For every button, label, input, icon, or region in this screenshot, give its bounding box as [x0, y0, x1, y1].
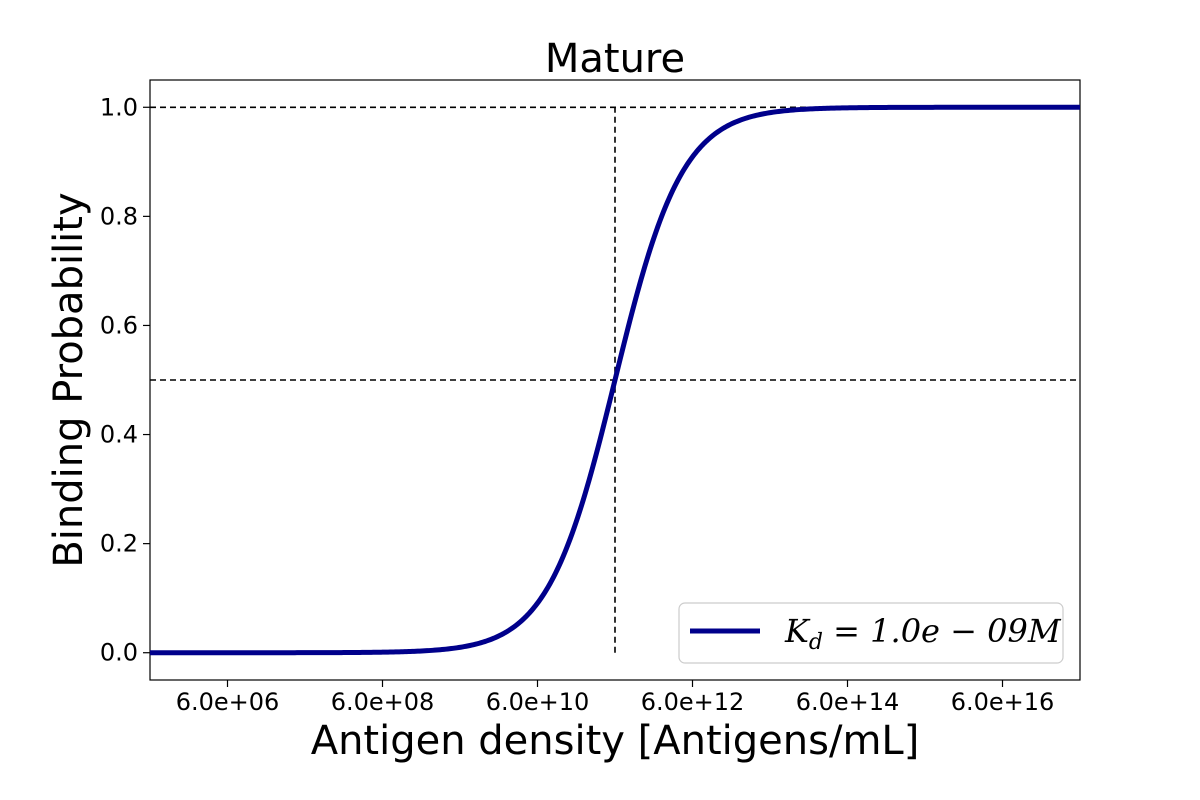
- series-line: [149, 104, 1081, 656]
- y-tick-label: 0.8: [100, 202, 138, 230]
- x-tick-label: 6.0e+12: [641, 688, 745, 716]
- x-axis-label: Antigen density [Antigens/mL]: [311, 718, 920, 764]
- legend: Kd = 1.0e − 09M: [678, 602, 1064, 664]
- x-tick-label: 6.0e+08: [331, 688, 435, 716]
- y-tick-label: 0.6: [100, 311, 138, 339]
- x-tick-label: 6.0e+06: [176, 688, 280, 716]
- x-axis: 6.0e+06 6.0e+08 6.0e+10 6.0e+12 6.0e+14 6.0e+…: [176, 680, 1055, 716]
- legend-box: [678, 602, 1064, 664]
- y-axis-label: Binding Probability: [46, 192, 92, 567]
- x-tick-label: 6.0e+16: [951, 688, 1055, 716]
- legend-label: Kd = 1.0e − 09M: [784, 612, 1062, 655]
- y-tick-label: 0.0: [100, 639, 138, 667]
- y-axis: 0.0 0.2 0.4 0.6 0.8 1.0: [100, 93, 150, 667]
- y-tick-label: 0.2: [100, 530, 138, 558]
- x-tick-label: 6.0e+10: [486, 688, 590, 716]
- y-tick-label: 0.4: [100, 421, 138, 449]
- chart-title: Mature: [545, 36, 685, 82]
- y-tick-label: 1.0: [100, 93, 138, 121]
- x-tick-label: 6.0e+14: [796, 688, 900, 716]
- series-layer: [149, 104, 1081, 656]
